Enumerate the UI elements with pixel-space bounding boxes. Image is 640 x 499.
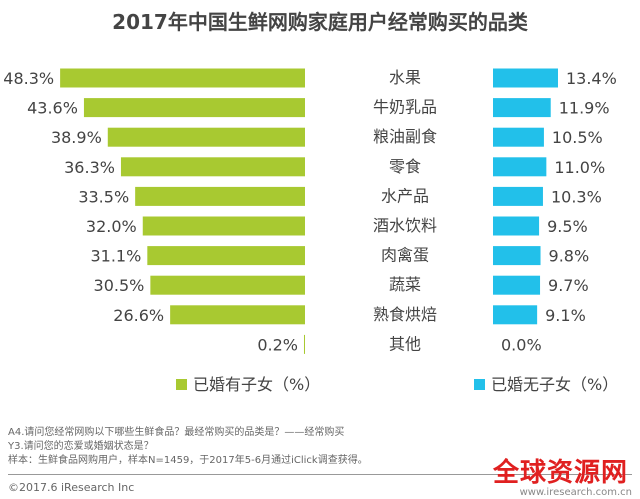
label-left-2: 38.9% xyxy=(51,128,102,147)
bar-right-0 xyxy=(493,68,558,88)
divider xyxy=(8,474,632,475)
bar-right-2 xyxy=(493,127,544,147)
bar-right-7 xyxy=(493,275,541,295)
label-left-3: 36.3% xyxy=(64,158,115,177)
bar-left-7 xyxy=(150,275,305,295)
legend-swatch-right xyxy=(474,379,485,390)
legend-swatch-left xyxy=(176,379,187,390)
bar-left-2 xyxy=(107,127,305,147)
watermark-logo: 全球资源网 xyxy=(492,458,628,488)
category-label-5: 酒水饮料 xyxy=(373,216,437,235)
legend-label-right: 已婚无子女（%） xyxy=(491,375,618,394)
label-left-6: 31.1% xyxy=(90,247,141,266)
bar-left-8 xyxy=(170,305,305,325)
label-left-7: 30.5% xyxy=(94,276,145,295)
bar-right-8 xyxy=(493,305,538,325)
label-right-8: 9.1% xyxy=(545,306,586,325)
label-right-9: 0.0% xyxy=(501,335,542,354)
label-left-0: 48.3% xyxy=(3,69,54,88)
label-right-3: 11.0% xyxy=(554,158,605,177)
label-right-6: 9.8% xyxy=(549,247,590,266)
footnote-3: 样本：生鲜食品网购用户，样本N=1459，于2017年5-6月通过iClick调… xyxy=(8,455,368,466)
label-right-4: 10.3% xyxy=(551,187,602,206)
category-label-2: 粮油副食 xyxy=(373,127,437,146)
category-label-7: 蔬菜 xyxy=(389,275,421,294)
label-left-9: 0.2% xyxy=(257,335,298,354)
category-label-9: 其他 xyxy=(389,334,421,353)
category-label-0: 水果 xyxy=(389,68,421,87)
footnote-2: Y3.请问您的恋爱或婚姻状态是？ xyxy=(8,441,154,452)
legend-label-left: 已婚有子女（%） xyxy=(193,375,320,394)
category-label-6: 肉禽蛋 xyxy=(381,246,429,265)
bar-left-0 xyxy=(60,68,305,88)
bar-right-5 xyxy=(493,216,540,236)
chart-title: 2017年中国生鲜网购家庭用户经常购买的品类 xyxy=(112,10,528,34)
footnote-1: A4.请问您经常网购以下哪些生鲜食品？最经常购买的品类是？——经常购买 xyxy=(8,427,345,438)
bar-left-4 xyxy=(135,186,305,206)
bar-right-1 xyxy=(493,98,551,118)
bar-chart: 48.3% 水果 13.4% 43.6% 牛奶乳品 11.9% 38.9% 粮油副食 10.5%… xyxy=(3,68,618,394)
label-left-1: 43.6% xyxy=(27,99,78,118)
bar-left-1 xyxy=(83,98,305,118)
label-right-0: 13.4% xyxy=(566,69,617,88)
label-right-7: 9.7% xyxy=(548,276,589,295)
label-left-5: 32.0% xyxy=(86,217,137,236)
bar-left-5 xyxy=(142,216,305,236)
bar-right-6 xyxy=(493,246,541,266)
label-left-8: 26.6% xyxy=(113,306,164,325)
copyright: ©2017.6 iResearch Inc xyxy=(8,481,135,494)
watermark-url: www.iresearch.com.cn xyxy=(519,487,632,498)
label-right-5: 9.5% xyxy=(547,217,588,236)
bar-left-3 xyxy=(120,157,305,177)
category-label-8: 熟食烘焙 xyxy=(373,305,437,324)
bar-right-4 xyxy=(493,186,543,206)
bar-right-3 xyxy=(493,157,547,177)
bar-left-6 xyxy=(147,246,305,266)
category-label-1: 牛奶乳品 xyxy=(373,98,437,117)
bar-left-9 xyxy=(303,334,305,354)
label-right-1: 11.9% xyxy=(559,99,610,118)
label-right-2: 10.5% xyxy=(552,128,603,147)
category-label-4: 水产品 xyxy=(381,186,429,205)
category-label-3: 零食 xyxy=(389,157,421,176)
label-left-4: 33.5% xyxy=(78,187,129,206)
